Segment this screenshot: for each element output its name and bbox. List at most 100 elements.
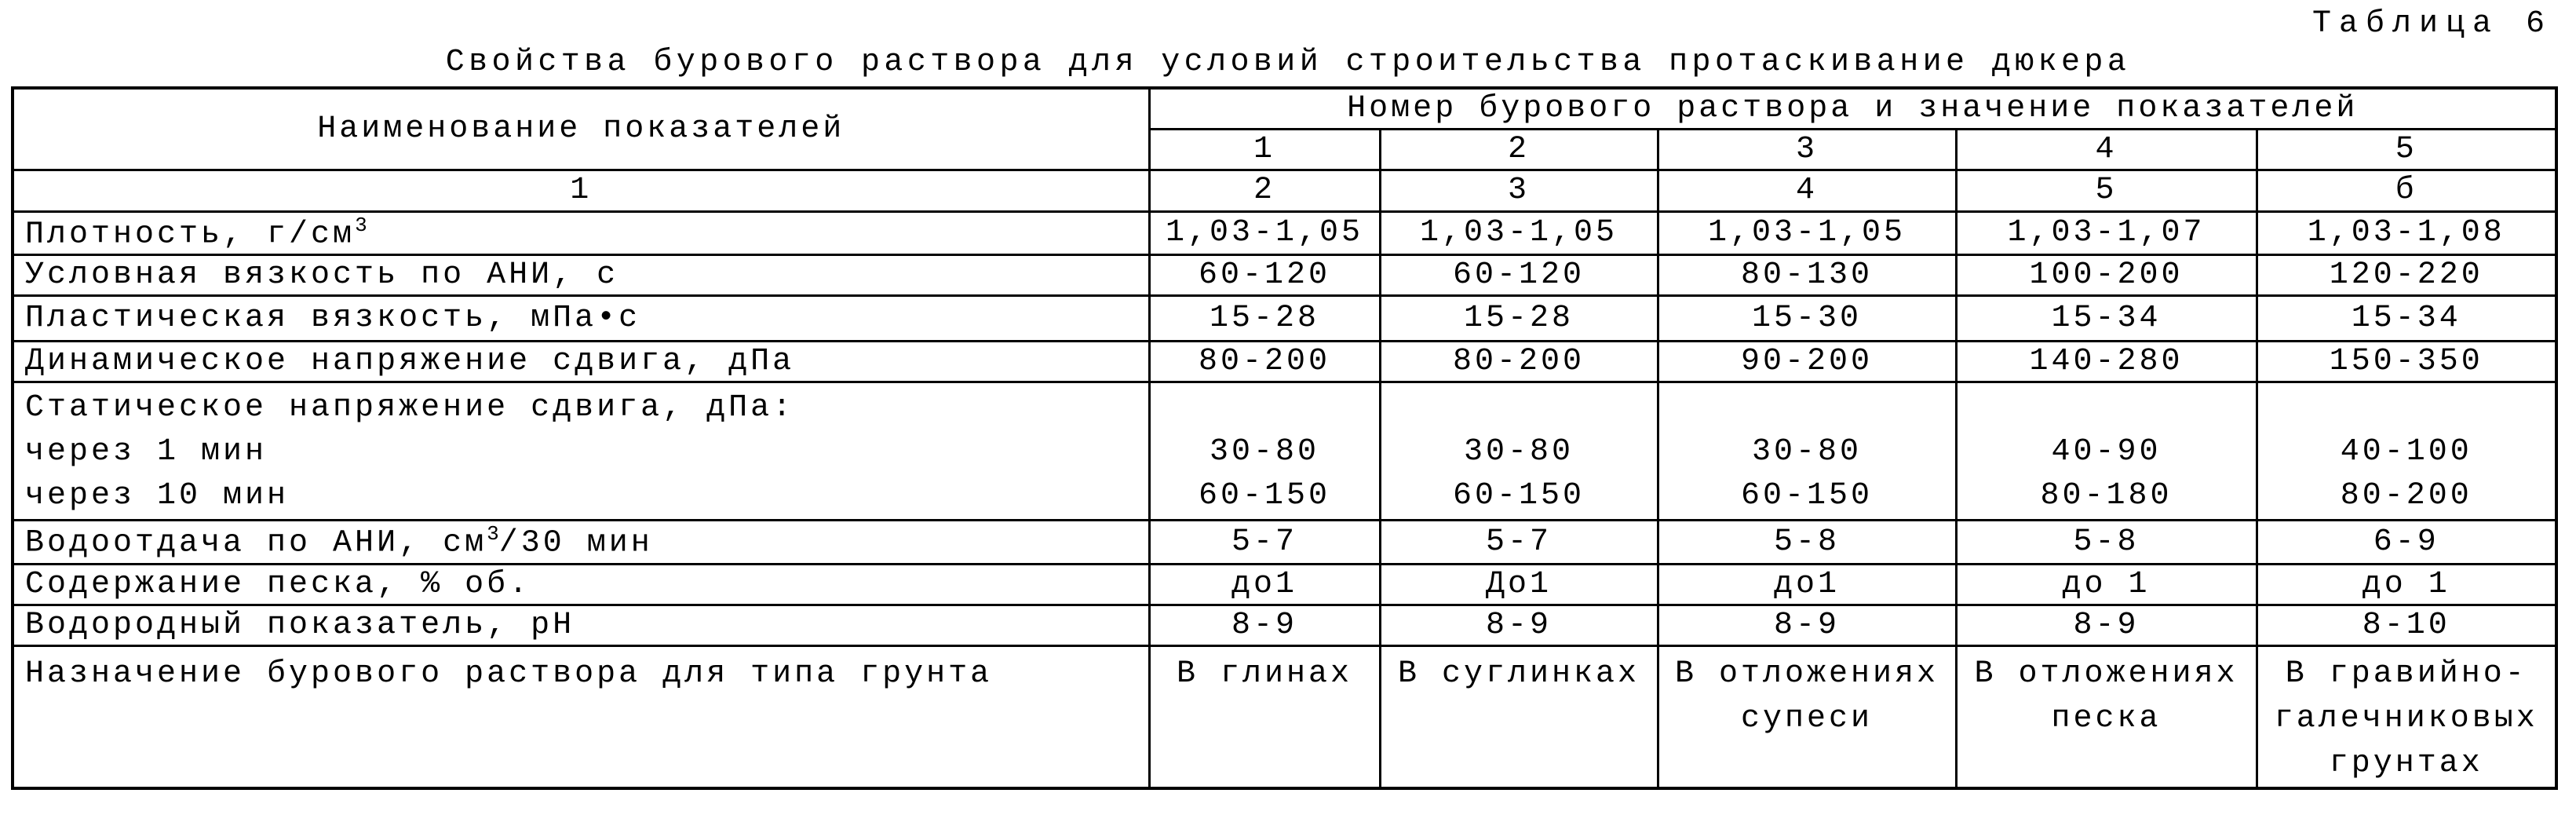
value-cell: 8-10 [2255, 604, 2558, 648]
value-cell: 5-7 [1148, 519, 1381, 565]
value-cell: до 1 [1954, 562, 2258, 607]
value-cell: 80-200 [1148, 340, 1381, 384]
value-cell: В гравийно- галечниковых грунтах [2255, 645, 2558, 790]
value-cell: 1,03-1,07 [1954, 210, 2258, 257]
value-line: 40-100 [2340, 434, 2472, 470]
value-cell: 8-9 [1378, 604, 1659, 648]
table-caption: Свойства бурового раствора для условий с… [445, 45, 2131, 80]
value-cell: 15-28 [1148, 294, 1381, 343]
row-label-density: Плотность, г/см3 [11, 210, 1151, 257]
value-cell: 15-30 [1656, 294, 1958, 343]
row-static-shear-stress: Статическое напряжение сдвига, дПа: чере… [11, 381, 2558, 522]
row-density: Плотность, г/см3 1,03-1,05 1,03-1,05 1,0… [11, 210, 2558, 257]
mud-number-cell: 1 [1148, 128, 1381, 172]
value-cell: 8-9 [1148, 604, 1381, 648]
value-cell: 60-120 [1378, 254, 1659, 298]
mud-number-cell: 2 [1378, 128, 1659, 172]
row-label-mud-purpose: Назначение бурового раствора для типа гр… [11, 645, 1151, 790]
value-line: 30-80 [1463, 434, 1574, 470]
column-index-cell: 3 [1378, 169, 1659, 213]
value-cell: 15-34 [2255, 294, 2558, 343]
row-sand-content: Содержание песка, % об. до1 До1 до1 до 1… [11, 562, 2558, 607]
value-cell: 1,03-1,05 [1148, 210, 1381, 257]
header-row: Наименование показателей Номер бурового … [11, 86, 2558, 172]
mud-number-cell: 5 [2255, 128, 2558, 172]
superscript-3: 3 [355, 213, 367, 237]
row-plastic-viscosity: Пластическая вязкость, мПа•с 15-28 15-28… [11, 294, 2558, 343]
value-cell: 5-8 [1656, 519, 1958, 565]
value-cell: до 1 [2255, 562, 2558, 607]
label-text: /30 мин [498, 525, 653, 561]
column-index-cell: 4 [1656, 169, 1958, 213]
value-cell: 1,03-1,05 [1378, 210, 1659, 257]
value-cell: 100-200 [1954, 254, 2258, 298]
value-cell: В отложениях супеси [1656, 645, 1958, 790]
value-line: 30-80 [1751, 434, 1863, 470]
value-cell: В суглинках [1378, 645, 1659, 790]
column-index-row: 1 2 3 4 5 б [11, 169, 2558, 213]
row-dynamic-shear-stress: Динамическое напряжение сдвига, дПа 80-2… [11, 340, 2558, 384]
value-cell: 6-9 [2255, 519, 2558, 565]
drilling-mud-properties-table: Наименование показателей Номер бурового … [11, 86, 2559, 791]
column-index-cell: б [2255, 169, 2558, 213]
value-cell: 80-200 [1378, 340, 1659, 384]
value-cell: 120-220 [2255, 254, 2558, 298]
value-cell: До1 [1378, 562, 1659, 607]
label-line: через 10 мин [25, 478, 290, 514]
row-label-static-shear-stress: Статическое напряжение сдвига, дПа: чере… [11, 381, 1151, 522]
value-cell: 80-130 [1656, 254, 1958, 298]
value-line: 40-90 [2051, 434, 2162, 470]
value-cell: 5-8 [1954, 519, 2258, 565]
row-api-viscosity: Условная вязкость по АНИ, с 60-120 60-12… [11, 254, 2558, 298]
value-cell: 40-90 80-180 [1954, 381, 2258, 522]
label-line: через 1 мин [25, 434, 268, 470]
row-label-plastic-viscosity: Пластическая вязкость, мПа•с [11, 294, 1151, 343]
row-mud-purpose: Назначение бурового раствора для типа гр… [11, 645, 2558, 790]
mud-number-cell: 4 [1954, 128, 2258, 172]
value-line: 80-180 [2040, 478, 2173, 514]
value-line: 60-150 [1198, 478, 1331, 514]
value-cell: 8-9 [1656, 604, 1958, 648]
row-water-loss: Водоотдача по АНИ, см3/30 мин 5-7 5-7 5-… [11, 519, 2558, 565]
value-cell: 1,03-1,08 [2255, 210, 2558, 257]
row-label-api-viscosity: Условная вязкость по АНИ, с [11, 254, 1151, 298]
value-cell: 8-9 [1954, 604, 2258, 648]
value-cell: до1 [1656, 562, 1958, 607]
column-index-cell: 5 [1954, 169, 2258, 213]
label-line: Статическое напряжение сдвига, дПа: [25, 390, 795, 426]
header-mud-number-group-cell: Номер бурового раствора и значение показ… [1148, 86, 2558, 131]
value-cell: В глинах [1148, 645, 1381, 790]
value-cell: до1 [1148, 562, 1381, 607]
value-cell: 1,03-1,05 [1656, 210, 1958, 257]
value-cell: 30-80 60-150 [1656, 381, 1958, 522]
value-cell: 140-280 [1954, 340, 2258, 384]
table-number-label: Таблица 6 [2311, 6, 2552, 42]
value-cell: 30-80 60-150 [1378, 381, 1659, 522]
value-cell: 5-7 [1378, 519, 1659, 565]
value-cell: 40-100 80-200 [2255, 381, 2558, 522]
value-line: 80-200 [2340, 478, 2472, 514]
row-ph: Водородный показатель, рН 8-9 8-9 8-9 8-… [11, 604, 2558, 648]
column-index-cell: 1 [11, 169, 1151, 213]
value-cell: 15-28 [1378, 294, 1659, 343]
row-label-sand-content: Содержание песка, % об. [11, 562, 1151, 607]
mud-number-cell: 3 [1656, 128, 1958, 172]
value-cell: В отложениях песка [1954, 645, 2258, 790]
value-line: 60-150 [1452, 478, 1585, 514]
row-label-dynamic-shear-stress: Динамическое напряжение сдвига, дПа [11, 340, 1151, 384]
value-cell: 150-350 [2255, 340, 2558, 384]
value-line: 60-150 [1740, 478, 1874, 514]
value-cell: 15-34 [1954, 294, 2258, 343]
column-index-cell: 2 [1148, 169, 1381, 213]
value-cell: 60-120 [1148, 254, 1381, 298]
value-cell: 90-200 [1656, 340, 1958, 384]
value-line: 30-80 [1209, 434, 1320, 470]
header-indicators-cell: Наименование показателей [11, 86, 1151, 172]
row-label-water-loss: Водоотдача по АНИ, см3/30 мин [11, 519, 1151, 565]
value-cell: 30-80 60-150 [1148, 381, 1381, 522]
label-text: Плотность, г/см [25, 216, 356, 252]
label-text: Водоотдача по АНИ, см [25, 525, 487, 561]
superscript-3: 3 [487, 522, 499, 546]
row-label-ph: Водородный показатель, рН [11, 604, 1151, 648]
